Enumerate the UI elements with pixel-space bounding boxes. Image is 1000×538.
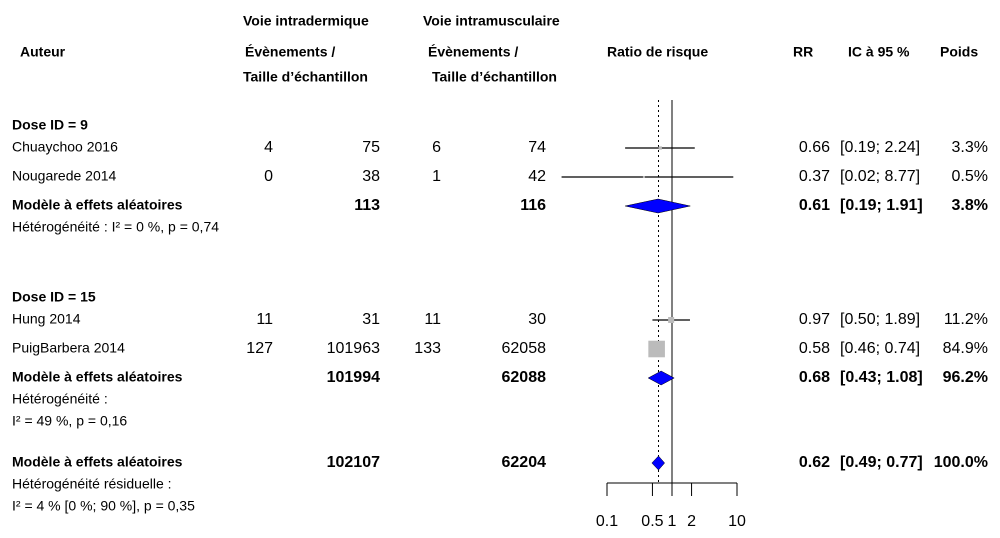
rr-label: 0.97 (799, 311, 830, 328)
study-name: Nougarede 2014 (12, 168, 117, 184)
pooled-count: 62088 (502, 369, 547, 386)
count: 101963 (327, 340, 380, 357)
weight-label: 96.2% (943, 369, 988, 386)
ci-label: [0.50; 1.89] (840, 311, 920, 328)
ci-label: [0.19; 2.24] (840, 139, 920, 156)
study-name: Chuaychoo 2016 (12, 139, 118, 155)
count: 133 (414, 340, 441, 357)
heterogeneity: Hétérogénéité : (12, 391, 108, 407)
heterogeneity: Hétérogénéité résiduelle : (12, 476, 172, 492)
header: Évènements / (245, 44, 335, 60)
pooled-diamond (651, 455, 665, 471)
count: 11 (424, 311, 441, 328)
x-tick-label: 0.5 (641, 513, 663, 530)
weight-label: 84.9% (943, 340, 988, 357)
header: Poids (940, 44, 978, 60)
pooled-label: Modèle à effets aléatoires (12, 454, 183, 470)
pooled-count: 62204 (502, 454, 547, 471)
header: Taille d’échantillon (243, 69, 368, 85)
weight-label: 100.0% (934, 454, 988, 471)
count: 42 (528, 168, 546, 185)
count: 0 (264, 168, 273, 185)
pooled-label: Modèle à effets aléatoires (12, 369, 183, 385)
rr-label: 0.58 (799, 340, 830, 357)
count: 127 (246, 340, 273, 357)
count: 1 (432, 168, 441, 185)
pooled-count: 113 (354, 197, 380, 214)
pooled-count: 116 (520, 197, 546, 214)
pooled-count: 101994 (327, 369, 380, 386)
count: 74 (528, 139, 546, 156)
header: Voie intramusculaire (423, 13, 560, 29)
heterogeneity: I² = 49 %, p = 0,16 (12, 413, 127, 429)
study-name: PuigBarbera 2014 (12, 340, 125, 356)
pooled-label: Modèle à effets aléatoires (12, 197, 183, 213)
study-square (642, 176, 645, 178)
header: Évènements / (428, 44, 518, 60)
count: 11 (256, 311, 273, 328)
study-square (668, 316, 675, 324)
ci-label: [0.02; 8.77] (840, 168, 920, 185)
header: IC à 95 % (848, 44, 910, 60)
count: 4 (264, 139, 273, 156)
weight-label: 3.3% (952, 139, 988, 156)
x-tick-label: 10 (728, 513, 746, 530)
heterogeneity: I² = 4 % [0 %; 90 %], p = 0,35 (12, 498, 195, 514)
weight-label: 3.8% (952, 197, 988, 214)
x-tick-label: 1 (668, 513, 677, 530)
count: 62058 (502, 340, 547, 357)
rr-label: 0.61 (799, 197, 830, 214)
count: 30 (528, 311, 546, 328)
study-square (648, 340, 665, 358)
group-label: Dose ID = 9 (12, 117, 88, 133)
pooled-diamond (625, 198, 691, 214)
ci-label: [0.49; 0.77] (840, 454, 923, 471)
header: Auteur (20, 44, 66, 60)
header: Voie intradermique (243, 13, 369, 29)
ci-label: [0.46; 0.74] (840, 340, 920, 357)
study-name: Hung 2014 (12, 311, 81, 327)
count: 75 (362, 139, 380, 156)
x-tick-label: 2 (687, 513, 696, 530)
count: 31 (362, 311, 380, 328)
count: 6 (432, 139, 441, 156)
header: RR (793, 44, 813, 60)
rr-label: 0.37 (799, 168, 830, 185)
pooled-diamond (647, 370, 675, 386)
heterogeneity: Hétérogénéité : I² = 0 %, p = 0,74 (12, 219, 219, 235)
header: Ratio de risque (607, 44, 708, 60)
study-square (658, 146, 662, 150)
rr-label: 0.62 (799, 454, 830, 471)
weight-label: 0.5% (952, 168, 988, 185)
x-tick-label: 0.1 (596, 513, 618, 530)
ci-label: [0.19; 1.91] (840, 197, 923, 214)
pooled-count: 102107 (327, 454, 380, 471)
rr-label: 0.66 (799, 139, 830, 156)
ci-label: [0.43; 1.08] (840, 369, 923, 386)
group-label: Dose ID = 15 (12, 289, 96, 305)
count: 38 (362, 168, 380, 185)
header: Taille d’échantillon (432, 69, 557, 85)
weight-label: 11.2% (944, 311, 988, 328)
rr-label: 0.68 (799, 369, 830, 386)
